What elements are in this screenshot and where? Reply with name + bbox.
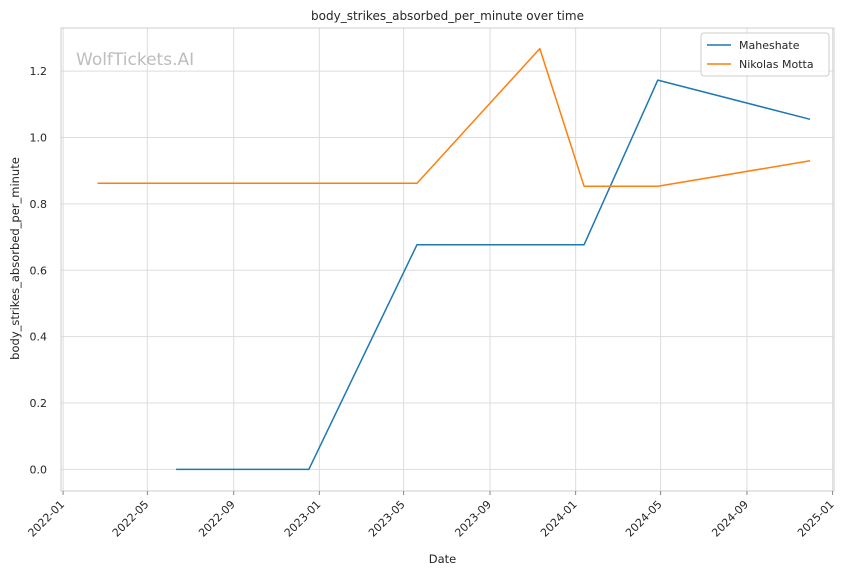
series-line-maheshate xyxy=(176,79,811,471)
legend-box xyxy=(700,32,830,77)
legend-label-maheshate: Maheshate xyxy=(739,39,800,52)
y-tick-label: 0.6 xyxy=(30,264,48,277)
y-tick-label: 1.2 xyxy=(30,65,48,78)
y-tick-label: 0.4 xyxy=(30,331,48,344)
y-tick-label: 0.8 xyxy=(30,198,48,211)
y-tick-label: 0.2 xyxy=(30,397,48,410)
y-tick-label: 1.0 xyxy=(30,132,48,145)
chart-title: body_strikes_absorbed_per_minute over ti… xyxy=(311,9,584,23)
y-axis-label: body_strikes_absorbed_per_minute xyxy=(8,157,22,360)
x-axis-label: Date xyxy=(429,552,457,566)
series-lines xyxy=(97,47,811,471)
y-tick-labels: 0.0 0.2 0.4 0.6 0.8 1.0 1.2 xyxy=(30,65,48,476)
plot-frame xyxy=(60,27,835,492)
legend: Maheshate Nikolas Motta xyxy=(700,32,830,77)
watermark: WolfTickets.AI xyxy=(76,50,194,70)
y-tick-label: 0.0 xyxy=(30,463,48,476)
legend-label-nikolas-motta: Nikolas Motta xyxy=(739,58,814,71)
series-line-nikolas-motta xyxy=(97,47,811,188)
